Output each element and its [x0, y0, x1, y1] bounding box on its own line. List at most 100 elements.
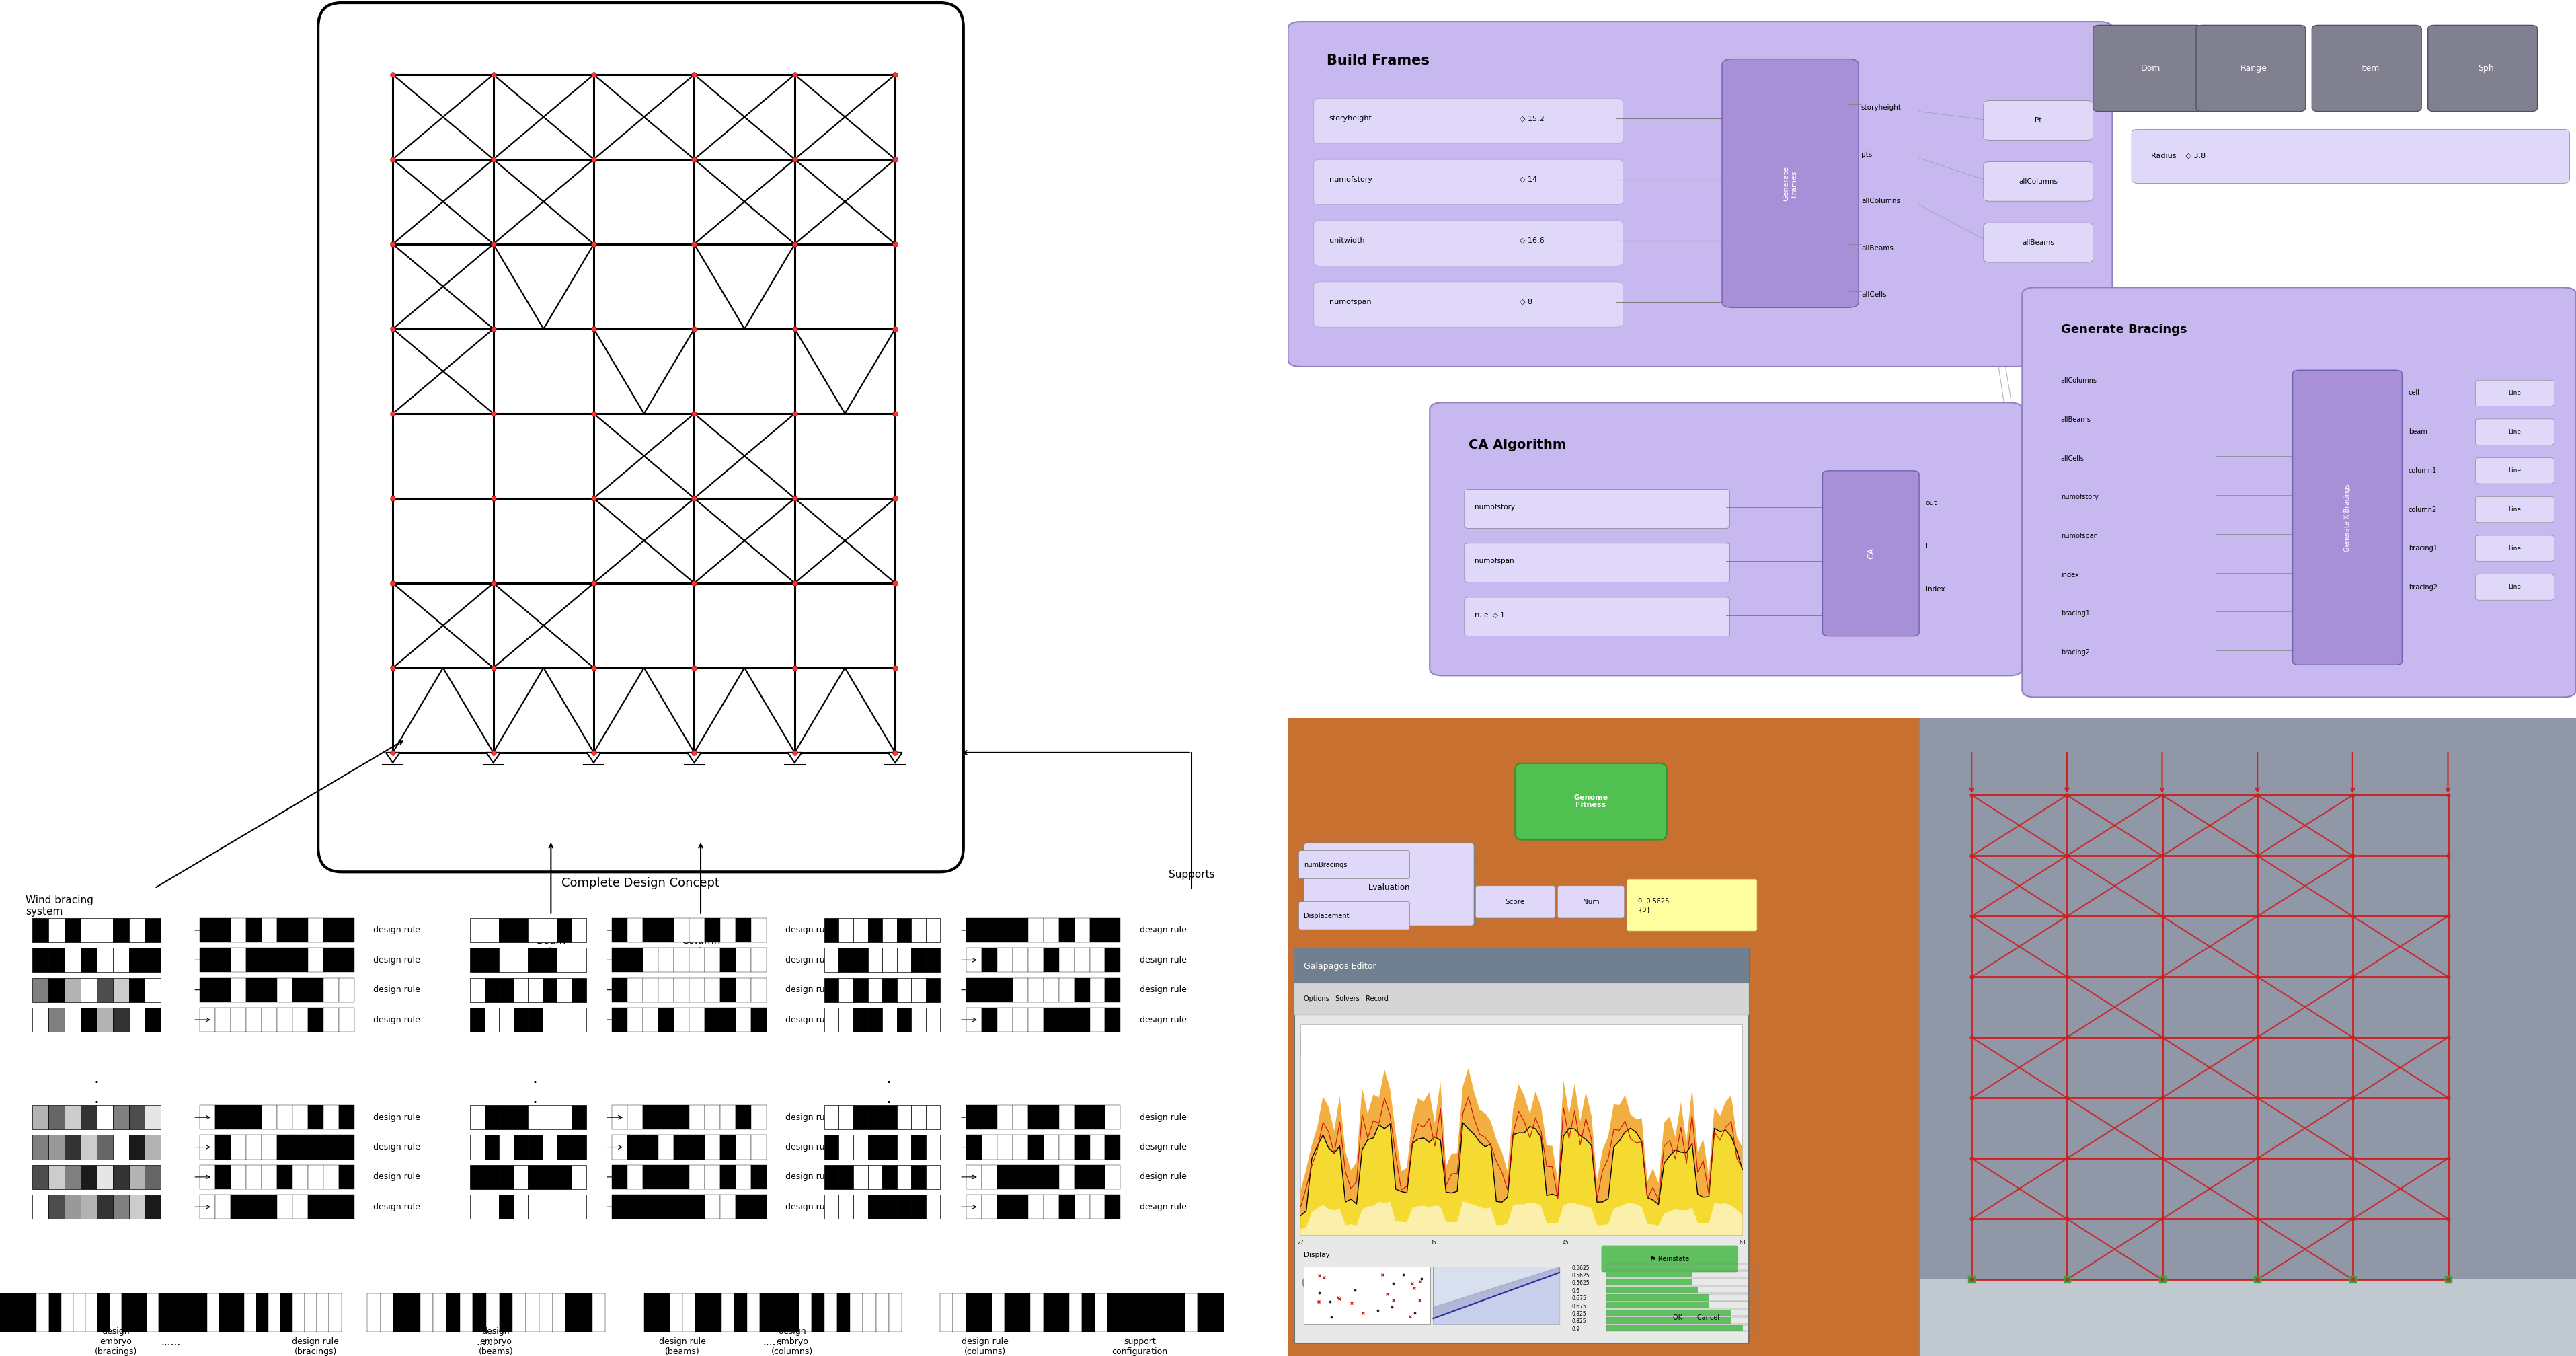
Bar	[33, 1165, 49, 1189]
Bar	[966, 1008, 981, 1032]
Text: Displacement: Displacement	[1303, 913, 1350, 919]
Bar	[471, 978, 484, 1002]
Bar	[881, 1165, 896, 1189]
Bar	[98, 1135, 113, 1159]
Bar	[216, 1105, 232, 1130]
Bar	[556, 1165, 572, 1189]
Bar	[278, 1165, 294, 1189]
FancyBboxPatch shape	[1303, 843, 1473, 926]
Bar	[675, 1165, 690, 1189]
Bar	[981, 1135, 997, 1159]
Bar	[80, 978, 98, 1002]
Bar	[121, 1294, 134, 1332]
Bar	[556, 1195, 572, 1219]
Bar	[881, 1105, 896, 1130]
Text: design rule
(beams): design rule (beams)	[659, 1337, 706, 1356]
Bar	[1293, 983, 1749, 1016]
Bar	[1607, 1317, 1759, 1323]
Bar	[868, 1008, 884, 1032]
Bar	[1043, 1294, 1056, 1332]
Bar	[471, 1135, 484, 1159]
Text: pts: pts	[1860, 151, 1873, 157]
Text: 0.825: 0.825	[1571, 1318, 1587, 1325]
Bar	[471, 918, 484, 942]
Bar	[629, 978, 644, 1002]
Bar	[216, 948, 232, 972]
Text: .: .	[531, 1090, 538, 1106]
Bar	[309, 948, 325, 972]
Bar	[1074, 948, 1090, 972]
Bar	[144, 918, 162, 942]
Bar	[721, 918, 737, 942]
Bar	[366, 1294, 381, 1332]
Bar	[688, 1165, 703, 1189]
Bar	[1028, 978, 1043, 1002]
Bar	[752, 1105, 768, 1130]
Bar	[1056, 1294, 1069, 1332]
Bar	[688, 1008, 703, 1032]
Text: design rule: design rule	[374, 1143, 420, 1151]
FancyBboxPatch shape	[2476, 380, 2555, 405]
Bar	[160, 1294, 170, 1332]
FancyBboxPatch shape	[1463, 597, 1731, 636]
Text: Pt: Pt	[2035, 117, 2043, 123]
Bar	[1043, 948, 1059, 972]
Bar	[925, 1008, 940, 1032]
Bar	[129, 918, 144, 942]
Bar	[263, 1135, 278, 1159]
Bar	[340, 978, 355, 1002]
Bar	[1159, 1294, 1172, 1332]
Bar	[881, 948, 896, 972]
Bar	[500, 1008, 513, 1032]
Polygon shape	[487, 753, 500, 762]
Bar	[1146, 1294, 1159, 1332]
Bar	[853, 1135, 868, 1159]
Bar	[876, 1294, 889, 1332]
Bar	[544, 1195, 556, 1219]
Text: design rule: design rule	[786, 1173, 832, 1181]
Bar	[433, 1294, 446, 1332]
Bar	[1293, 948, 1749, 983]
Bar	[889, 1294, 902, 1332]
Bar	[33, 1135, 49, 1159]
Bar	[247, 918, 263, 942]
Text: Generate X Bracings: Generate X Bracings	[2344, 484, 2352, 552]
Bar	[1012, 978, 1028, 1002]
Bar	[325, 1195, 340, 1219]
FancyBboxPatch shape	[1602, 1246, 1739, 1272]
Bar	[912, 1195, 925, 1219]
Bar	[340, 1135, 355, 1159]
Bar	[925, 1165, 940, 1189]
Bar	[263, 948, 278, 972]
Bar	[556, 918, 572, 942]
Bar	[325, 978, 340, 1002]
Bar	[1607, 1310, 1731, 1315]
Bar	[981, 918, 997, 942]
Bar	[556, 978, 572, 1002]
Bar	[113, 1105, 129, 1130]
Bar	[33, 1195, 49, 1219]
FancyBboxPatch shape	[1476, 885, 1556, 918]
Bar	[144, 1008, 162, 1032]
Bar	[1090, 1105, 1105, 1130]
Bar	[144, 1195, 162, 1219]
Bar	[407, 1294, 420, 1332]
Bar	[659, 1165, 675, 1189]
Bar	[966, 1105, 981, 1130]
Bar	[216, 1008, 232, 1032]
Bar	[471, 1105, 484, 1130]
FancyBboxPatch shape	[1314, 221, 1623, 266]
Bar	[737, 1165, 752, 1189]
Bar	[721, 1294, 734, 1332]
Text: cell: cell	[2409, 389, 2419, 396]
Bar	[997, 918, 1012, 942]
Bar	[113, 918, 129, 942]
FancyBboxPatch shape	[2476, 419, 2555, 445]
Text: design rule: design rule	[374, 956, 420, 964]
Bar	[263, 1008, 278, 1032]
Bar	[232, 918, 247, 942]
Bar	[340, 1165, 355, 1189]
Bar	[216, 1165, 232, 1189]
Bar	[1059, 978, 1074, 1002]
Bar	[129, 1195, 144, 1219]
